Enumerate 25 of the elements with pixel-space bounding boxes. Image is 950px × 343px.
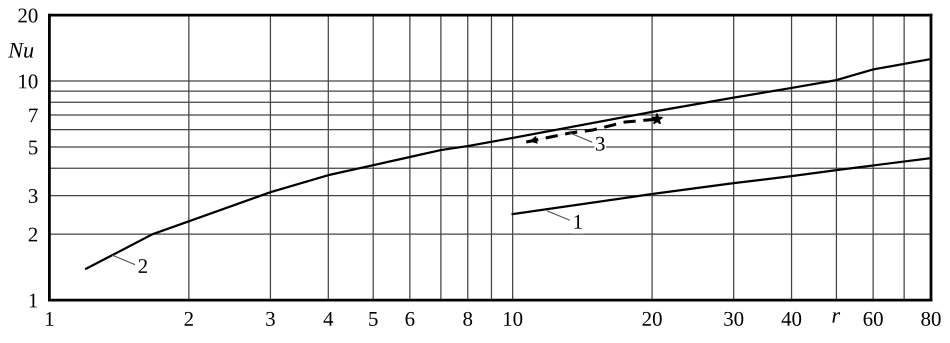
x-tick-label: 6: [406, 312, 414, 326]
x-tick-label: 8: [463, 312, 472, 326]
x-tick-label: 30: [724, 312, 744, 326]
x-tick-label: 40: [782, 312, 802, 326]
y-tick-label: 3: [28, 189, 38, 204]
x-tick-label: 5: [369, 312, 378, 326]
annotation: 3: [596, 136, 605, 151]
y-tick-label: 5: [29, 140, 38, 154]
x-tick-label: 60: [864, 312, 883, 326]
y-tick-label: 20: [18, 8, 38, 23]
x-tick-label: 80: [921, 312, 941, 326]
x-tick-label: 1: [46, 312, 54, 326]
y-tick-label: 2: [28, 228, 38, 242]
annotation: 1: [574, 214, 582, 229]
y-tick-label: 10: [19, 74, 38, 88]
x-tick-label: 20: [642, 312, 662, 326]
annotation: 2: [138, 259, 148, 273]
y-tick-label: 1: [30, 294, 38, 308]
x-tick-label: 2: [184, 312, 193, 326]
x-tick-label: 4: [324, 312, 334, 326]
x-tick-label: 3: [266, 312, 275, 326]
y-axis-title: Nu: [8, 42, 34, 58]
x-tick-label: 10: [504, 312, 522, 326]
x-axis-title: r: [832, 312, 840, 323]
y-tick-label: 7: [29, 108, 38, 122]
